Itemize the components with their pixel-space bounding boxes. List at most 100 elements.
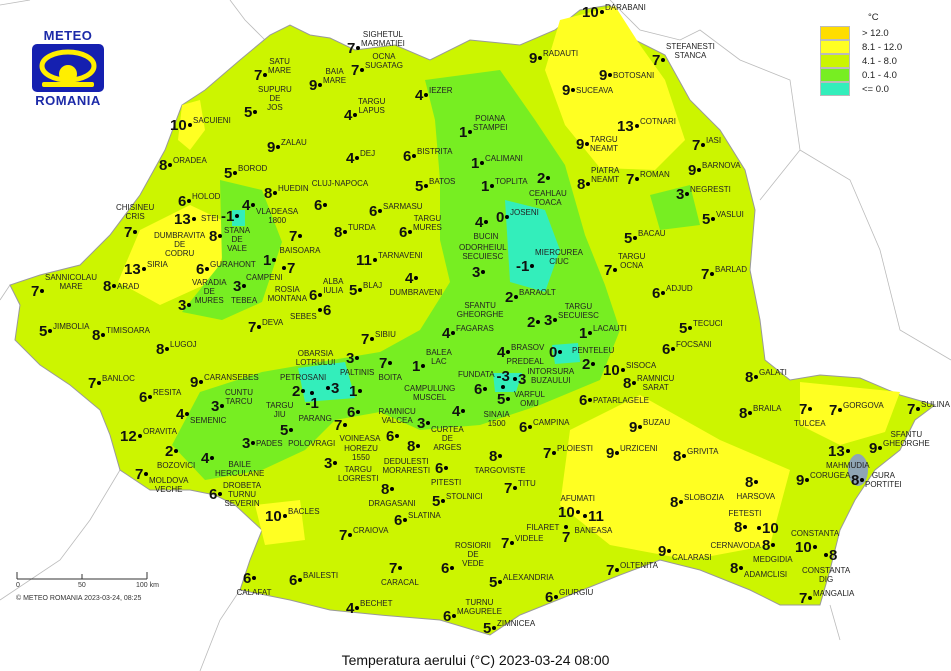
station-marker — [571, 88, 575, 92]
station-name: TARGU SECUIESC — [558, 302, 599, 320]
station-name: GURAHONT — [210, 260, 256, 269]
station-temperature: 8 — [489, 447, 498, 465]
station-marker — [138, 434, 142, 438]
station-marker — [588, 398, 592, 402]
station-name: SFANTU GHEORGHE — [456, 300, 504, 319]
station-marker — [218, 234, 222, 238]
station-name: ROSIA MONTANA — [267, 284, 308, 303]
station-temperature: 0 — [496, 208, 505, 226]
station-name: TARNAVENI — [378, 251, 423, 260]
station-name: BECHET — [360, 599, 393, 608]
station-name: DEJ — [360, 149, 376, 158]
station-name: CAMPINA — [533, 418, 570, 427]
station-temperature: 4 — [442, 324, 451, 342]
station-temperature: 8 — [851, 471, 860, 489]
scale-tick: 0 — [16, 582, 20, 589]
station-temperature: 10 — [265, 507, 282, 525]
station-marker — [536, 320, 540, 324]
station-temperature: 6 — [196, 260, 205, 278]
station-marker — [218, 492, 222, 496]
station-temperature: 1 — [579, 324, 588, 342]
station-marker — [450, 566, 454, 570]
station-marker — [370, 337, 374, 341]
station-name: FETESTI — [728, 508, 762, 518]
station-marker — [613, 268, 617, 272]
station-marker — [373, 258, 377, 262]
station-temperature: 13 — [124, 260, 141, 278]
station-temperature: 8 — [745, 368, 754, 386]
station-temperature: 4 — [346, 149, 355, 167]
station-temperature: 7 — [604, 261, 613, 279]
station-marker — [395, 434, 399, 438]
station-temperature: 6 — [403, 147, 412, 165]
station-name: MEDGIDIA — [753, 554, 793, 564]
station-temperature: 5 — [415, 177, 424, 195]
station-marker — [142, 267, 146, 271]
station-marker — [754, 480, 758, 484]
station-temperature: 6 — [386, 427, 395, 445]
station-marker — [276, 145, 280, 149]
station-temperature: 13 — [828, 442, 845, 460]
station-temperature: 8 — [762, 536, 771, 554]
station-name: VOINEASA — [339, 433, 381, 443]
station-name: SUPURU DE JOS — [258, 85, 292, 112]
station-name: HARSOVA — [736, 491, 776, 501]
station-marker — [632, 381, 636, 385]
station-name: BALEA LAC — [426, 348, 452, 366]
station-temperature: 8 — [407, 437, 416, 455]
station-temperature: 7 — [692, 136, 701, 154]
station-marker — [615, 568, 619, 572]
station-name: CONSTANTA — [791, 528, 840, 538]
station-marker — [416, 444, 420, 448]
station-name: STOLNICI — [446, 492, 483, 501]
station-temperature: 7 — [124, 223, 133, 241]
station-name: OBARSIA LOTRULUI — [295, 349, 336, 368]
logo-emblem — [32, 44, 104, 92]
station-name: HOREZU 1550 — [344, 443, 378, 462]
station-name: GORGOVA — [843, 401, 884, 410]
station-marker — [576, 510, 580, 514]
station-marker — [253, 110, 257, 114]
logo-bottom-text: ROMANIA — [35, 93, 101, 108]
scale-tick: 50 — [78, 582, 86, 589]
station-marker — [199, 380, 203, 384]
station-name: GRIVITA — [687, 447, 719, 456]
station-marker — [552, 451, 556, 455]
station-name: SEBES — [290, 312, 317, 321]
station-name: PENTELEU — [572, 345, 615, 355]
station-temperature: 8 — [264, 184, 273, 202]
station-marker — [558, 350, 562, 354]
map-title-row: Temperatura aerului (°C) 2023-03-24 08:0… — [0, 652, 951, 668]
station-temperature: 7 — [334, 416, 343, 434]
station-marker — [355, 156, 359, 160]
station-marker — [390, 487, 394, 491]
station-name: ORAVITA — [143, 427, 177, 436]
station-marker — [133, 230, 137, 234]
station-marker — [233, 171, 237, 175]
station-name: BARLAD — [715, 265, 748, 274]
station-marker — [510, 541, 514, 545]
station-name: CARACAL — [381, 577, 419, 587]
station-name: DROBETA TURNU SEVERIN — [223, 480, 262, 508]
station-name: FUNDATA — [458, 369, 495, 379]
station-name: BAIA MARE — [323, 67, 347, 85]
station-name: SULINA — [921, 400, 950, 409]
station-temperature: 6 — [139, 388, 148, 406]
station-marker — [506, 350, 510, 354]
station-name: PARANG — [298, 414, 332, 424]
legend-swatch — [820, 40, 850, 54]
station-name: ARAD — [117, 281, 140, 291]
station-name: FOCSANI — [676, 340, 712, 349]
station-marker — [585, 142, 589, 146]
station-name: JIMBOLIA — [53, 322, 90, 331]
station-temperature: 9 — [869, 439, 878, 457]
station-marker — [188, 123, 192, 127]
station-marker — [483, 387, 487, 391]
station-temperature: 7 — [501, 534, 510, 552]
station-marker — [671, 347, 675, 351]
station-marker — [187, 303, 191, 307]
station-temperature: 9 — [629, 418, 638, 436]
station-temperature: 7 — [339, 526, 348, 544]
station-name: DEVA — [262, 318, 284, 327]
station-temperature: 7 — [379, 354, 388, 372]
